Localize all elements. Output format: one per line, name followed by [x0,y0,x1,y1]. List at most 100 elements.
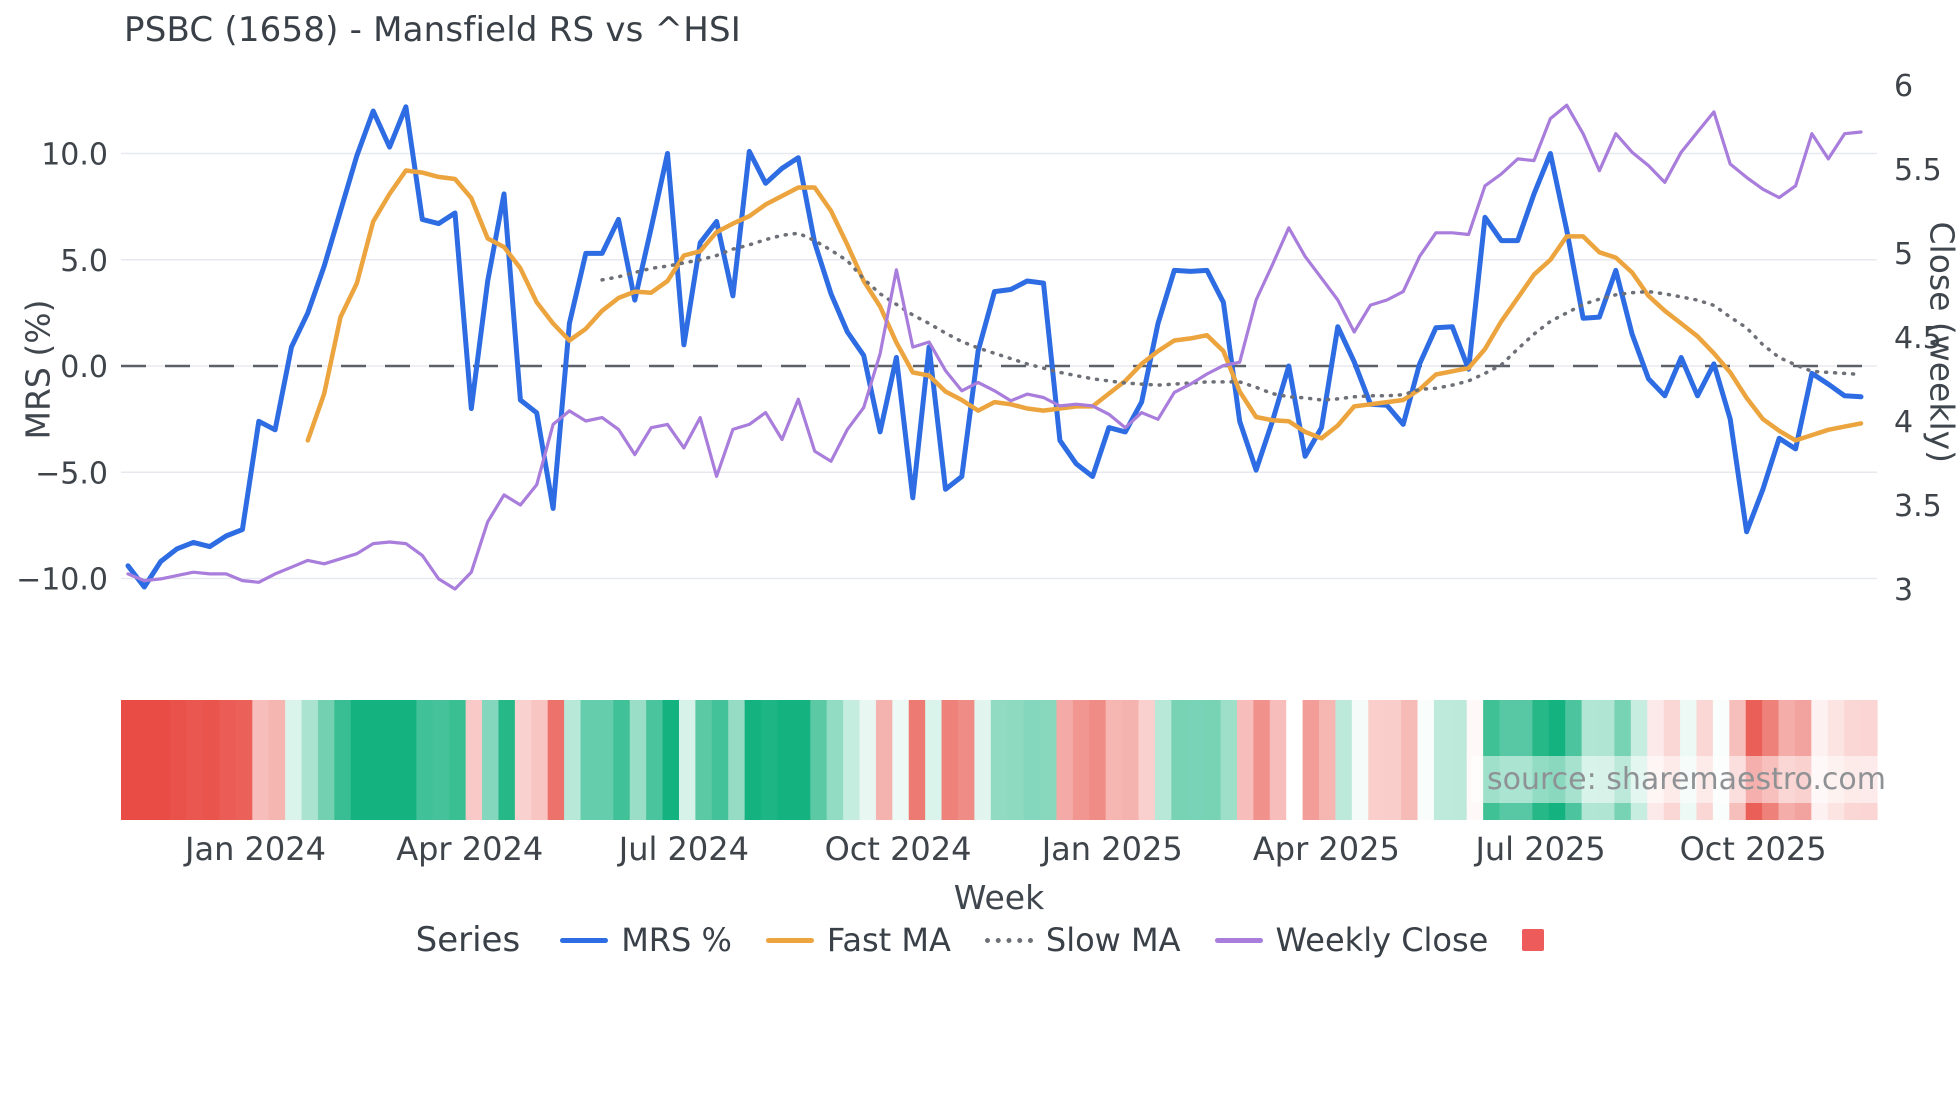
right-axis-tick-label: 4.5 [1894,321,1942,356]
heatmap-week-cell [1204,700,1222,820]
heatmap-week-cell [383,700,401,820]
left-axis-tick-label: −5.0 [35,456,108,491]
heatmap-week-cell [1056,700,1074,820]
heatmap-week-cell [170,700,188,820]
heatmap-week-cell [990,700,1008,820]
right-axis-tick-label: 6 [1894,69,1913,104]
heatmap-week-cell [367,700,385,820]
heatmap-week-cell [957,700,975,820]
heatmap-week-cell [1302,700,1320,820]
left-axis-title: MRS (%) [18,299,58,440]
x-axis-tick-label: Apr 2025 [1253,830,1400,868]
heatmap-week-cell [695,700,713,820]
heatmap-week-cell [235,700,253,820]
heatmap-week-cell [859,700,877,820]
source-note: source: sharemaestro.com [1471,756,1902,803]
x-axis-tick-label: Jul 2025 [1473,830,1605,868]
heatmap-week-cell [350,700,368,820]
heatmap-week-cell [1220,700,1238,820]
heatmap-week-cell [531,700,549,820]
legend-dotted-swatch [984,937,1033,943]
right-axis-tick-label: 3.5 [1894,489,1942,524]
heatmap-week-cell [1417,700,1435,820]
heatmap-week-cell [826,700,844,820]
x-axis-tick-label: Oct 2024 [825,830,972,868]
legend-item-label: Weekly Close [1275,921,1489,959]
right-axis-tick-label: 5 [1894,237,1913,272]
heatmap-week-cell [1089,700,1107,820]
heatmap-week-cell [465,700,483,820]
mrs--line [125,104,1864,590]
legend: Series MRS % Fast MA Slow MA Weekly Close [0,920,1960,960]
heatmap-week-cell [1351,700,1369,820]
x-axis-tick-label: Jul 2024 [617,830,749,868]
heatmap-week-cell [514,700,532,820]
heatmap-week-cell [416,700,434,820]
heatmap-week-cell [1171,700,1189,820]
heatmap-week-cell [646,700,664,820]
legend-item-mrs-[interactable]: MRS % [560,921,732,959]
heatmap-week-cell [219,700,237,820]
heatmap-week-cell [317,700,335,820]
weekly-close-line [126,103,1863,591]
heatmap-week-cell [301,700,319,820]
right-axis-tick-label: 4 [1894,405,1913,440]
heatmap-week-cell [1023,700,1041,820]
heatmap-week-cell [285,700,303,820]
heatmap-week-cell [121,700,139,820]
heatmap-week-cell [1253,700,1271,820]
heatmap-week-cell [1187,700,1205,820]
heatmap-week-cell [1433,700,1451,820]
heatmap-week-cell [580,700,598,820]
left-axis-tick-label: 10.0 [41,138,108,173]
legend-item-fast-ma[interactable]: Fast MA [765,921,951,959]
heatmap-week-cell [449,700,467,820]
heatmap-week-cell [1269,700,1287,820]
heatmap-week-cell [777,700,795,820]
right-axis-tick-label: 5.5 [1894,153,1942,188]
heatmap-week-cell [252,700,270,820]
heatmap-week-cell [1384,700,1402,820]
heatmap-week-cell [793,700,811,820]
legend-line-swatch [765,937,814,943]
heatmap-week-cell [137,700,155,820]
heatmap-week-cell [564,700,582,820]
fast-ma-line [305,168,1864,443]
x-axis-title: Week [953,878,1045,917]
legend-item-heatmap[interactable] [1522,929,1545,951]
legend-item-slow-ma[interactable]: Slow MA [984,921,1181,959]
heatmap-week-cell [744,700,762,820]
heatmap-week-cell [186,700,204,820]
legend-square-swatch [1522,929,1545,951]
heatmap-week-cell [629,700,647,820]
heatmap-week-cell [203,700,221,820]
heatmap-week-cell [613,700,631,820]
x-axis-tick-label: Jan 2024 [183,830,326,868]
x-axis-tick-label: Apr 2024 [396,830,543,868]
right-axis-tick-label: 3 [1894,573,1913,608]
heatmap-week-cell [432,700,450,820]
page-title: PSBC (1658) - Mansfield RS vs ^HSI [124,10,742,50]
heatmap-week-cell [1007,700,1025,820]
heatmap-week-cell [662,700,680,820]
heatmap-week-cell [1040,700,1058,820]
heatmap-week-cell [547,700,565,820]
heatmap-week-cell [268,700,286,820]
heatmap-week-cell [153,700,171,820]
heatmap-week-cell [1286,700,1304,820]
heatmap-week-cell [498,700,516,820]
heatmap-week-cell [728,700,746,820]
heatmap-week-cell [761,700,779,820]
heatmap-week-cell [711,700,729,820]
heatmap-week-cell [892,700,910,820]
legend-line-swatch [1214,937,1263,943]
heatmap-week-cell [875,700,893,820]
legend-item-label: MRS % [621,921,732,959]
heatmap-week-cell [1319,700,1337,820]
x-axis-tick-label: Jan 2025 [1040,830,1183,868]
legend-item-weekly-close[interactable]: Weekly Close [1214,921,1489,959]
heatmap-week-cell [1072,700,1090,820]
heatmap-week-cell [1105,700,1123,820]
heatmap-week-cell [810,700,828,820]
heatmap-week-cell [1335,700,1353,820]
